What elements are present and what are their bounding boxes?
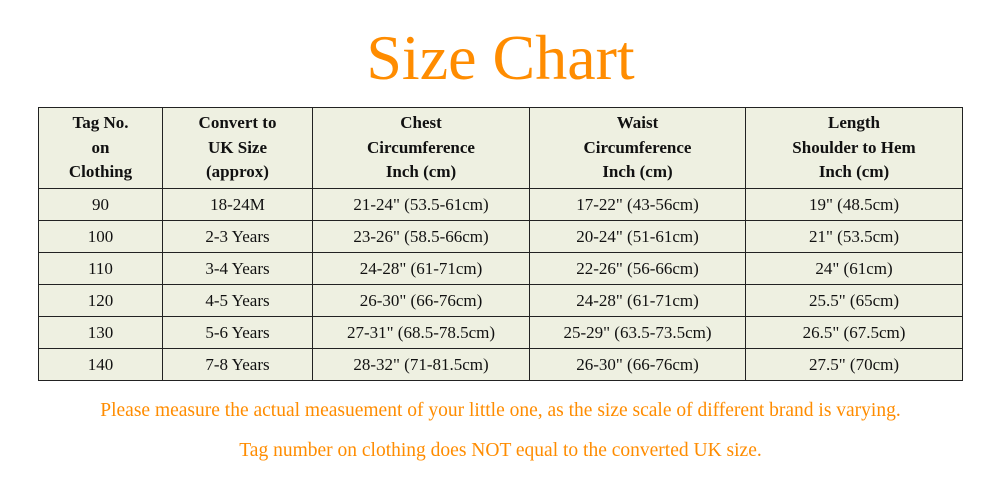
column-header-line: Shoulder to Hem [792, 137, 916, 157]
table-row: 120 4-5 Years 26-30" (66-76cm) 24-28" (61-7… [38, 284, 963, 317]
table-cell: 23-26" (58.5-66cm) [312, 220, 530, 253]
column-header-line: Waist [616, 113, 659, 133]
column-header-line: Length [828, 113, 880, 133]
size-chart-table: Tag No. on Clothing Convert to UK Size (appro… [38, 107, 963, 381]
table-cell: 26-30" (66-76cm) [529, 348, 746, 381]
column-header-line: Circumference [367, 137, 475, 157]
column-header-line: Circumference [583, 137, 692, 157]
table-cell: 24-28" (61-71cm) [312, 252, 530, 285]
table-cell: 24" (61cm) [745, 252, 963, 285]
table-cell: 24-28" (61-71cm) [529, 284, 746, 317]
table-row: 110 3-4 Years 24-28" (61-71cm) 22-26" (56-6… [38, 252, 963, 285]
table-cell: 4-5 Years [162, 284, 313, 317]
table-cell: 130 [38, 316, 163, 349]
table-cell: 120 [38, 284, 163, 317]
table-row: 130 5-6 Years 27-31" (68.5-78.5cm) 25-29" (… [38, 316, 963, 349]
table-cell: 18-24M [162, 188, 313, 221]
header-row: Tag No. on Clothing Convert to UK Size (appro… [38, 107, 963, 189]
table-cell: 25-29" (63.5-73.5cm) [529, 316, 746, 349]
table-cell: 20-24" (51-61cm) [529, 220, 746, 253]
column-header: Tag No. on Clothing [38, 107, 163, 189]
column-header-line: (approx) [206, 162, 269, 182]
table-cell: 26-30" (66-76cm) [312, 284, 530, 317]
table-cell: 21-24" (53.5-61cm) [312, 188, 530, 221]
table-cell: 5-6 Years [162, 316, 313, 349]
column-header-line: Chest [400, 113, 442, 133]
column-header-line: Convert to [198, 113, 277, 133]
column-header-line: Tag No. [72, 113, 129, 133]
table-cell: 17-22" (43-56cm) [529, 188, 746, 221]
table-cell: 27-31" (68.5-78.5cm) [312, 316, 530, 349]
table-cell: 22-26" (56-66cm) [529, 252, 746, 285]
table-cell: 7-8 Years [162, 348, 313, 381]
table-cell: 27.5" (70cm) [745, 348, 963, 381]
table-cell: 28-32" (71-81.5cm) [312, 348, 530, 381]
table-row: 100 2-3 Years 23-26" (58.5-66cm) 20-24" (51… [38, 220, 963, 253]
tag-note: Tag number on clothing does NOT equal to… [239, 440, 762, 461]
table-cell: 3-4 Years [162, 252, 313, 285]
column-header: Length Shoulder to Hem Inch (cm) [745, 107, 963, 189]
column-header-line: Inch (cm) [818, 162, 890, 182]
table-cell: 110 [38, 252, 163, 285]
measure-note: Please measure the actual measuement of … [100, 400, 901, 421]
table-cell: 100 [38, 220, 163, 253]
column-header: Convert to UK Size (approx) [162, 107, 313, 189]
column-header-line: UK Size [207, 137, 268, 157]
table-cell: 26.5" (67.5cm) [745, 316, 963, 349]
column-header-line: Inch (cm) [385, 162, 457, 182]
column-header-line: Clothing [68, 162, 133, 182]
column-header: Waist Circumference Inch (cm) [529, 107, 746, 189]
table-row: 90 18-24M 21-24" (53.5-61cm) 17-22" (43-56c… [38, 188, 963, 221]
table-row: 140 7-8 Years 28-32" (71-81.5cm) 26-30" (66… [38, 348, 963, 381]
table-cell: 140 [38, 348, 163, 381]
table-cell: 21" (53.5cm) [745, 220, 963, 253]
table-cell: 25.5" (65cm) [745, 284, 963, 317]
table-cell: 90 [38, 188, 163, 221]
column-header-line: on [91, 137, 110, 157]
column-header-line: Inch (cm) [602, 162, 673, 182]
table-cell: 19" (48.5cm) [745, 188, 963, 221]
table-cell: 2-3 Years [162, 220, 313, 253]
column-header: Chest Circumference Inch (cm) [312, 107, 530, 189]
page-title: Size Chart [366, 22, 635, 93]
